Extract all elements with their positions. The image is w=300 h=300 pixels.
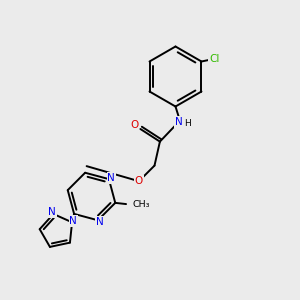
- Text: N: N: [48, 207, 56, 217]
- Text: O: O: [130, 120, 139, 130]
- Text: N: N: [96, 217, 104, 227]
- Text: N: N: [175, 117, 182, 127]
- Text: H: H: [184, 119, 191, 128]
- Text: O: O: [135, 176, 143, 186]
- Text: Cl: Cl: [209, 54, 219, 64]
- Text: N: N: [69, 216, 77, 226]
- Text: CH₃: CH₃: [133, 200, 150, 209]
- Text: N: N: [107, 173, 115, 183]
